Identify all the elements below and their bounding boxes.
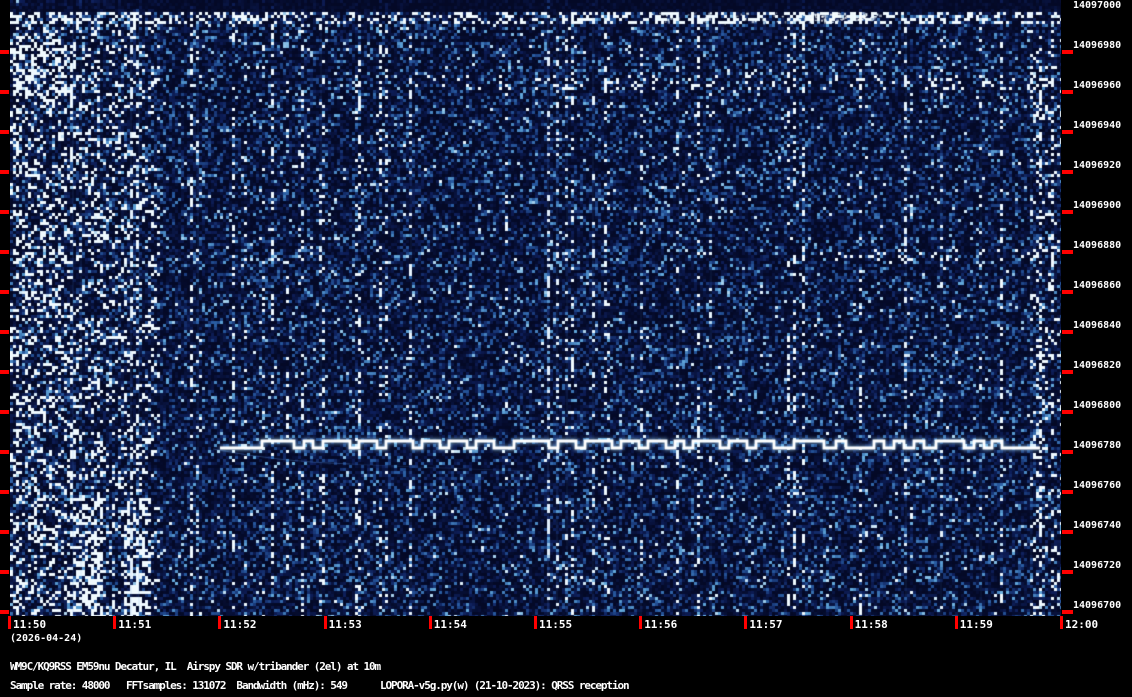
time-axis-label: 11:52 bbox=[223, 618, 257, 631]
station-info-line: WM9C/KQ9RSS EM59nu Decatur, IL Airspy SD… bbox=[10, 660, 381, 673]
time-axis-label: 11:59 bbox=[959, 618, 993, 631]
time-axis-label: 11:58 bbox=[854, 618, 888, 631]
time-tick bbox=[1060, 616, 1063, 629]
freq-tick-left bbox=[0, 370, 9, 374]
freq-axis-label: 14096860 bbox=[1073, 280, 1122, 291]
freq-axis-label: 14096760 bbox=[1073, 480, 1122, 491]
date-annotation: (2026-04-24) bbox=[10, 633, 83, 644]
freq-tick-right bbox=[1062, 330, 1073, 334]
time-axis-label: 11:51 bbox=[118, 618, 152, 631]
freq-axis-label: 14096700 bbox=[1073, 600, 1122, 611]
freq-axis-label: 14096820 bbox=[1073, 360, 1122, 371]
freq-axis-label: 14096840 bbox=[1073, 320, 1122, 331]
time-tick bbox=[534, 616, 537, 629]
time-tick bbox=[849, 616, 853, 629]
freq-tick-right bbox=[1062, 410, 1073, 414]
freq-tick-left bbox=[0, 210, 9, 214]
time-tick bbox=[8, 616, 11, 629]
freq-tick-left bbox=[0, 530, 9, 534]
freq-tick-right bbox=[1062, 370, 1073, 374]
freq-axis-label: 14096980 bbox=[1073, 40, 1122, 51]
freq-tick-right bbox=[1062, 450, 1073, 454]
freq-tick-left bbox=[0, 610, 9, 614]
freq-tick-right bbox=[1062, 570, 1073, 574]
freq-tick-right bbox=[1062, 50, 1073, 54]
freq-axis-label: 14096960 bbox=[1073, 80, 1122, 91]
time-tick bbox=[744, 616, 748, 629]
time-axis-label: 11:53 bbox=[328, 618, 362, 631]
time-axis-label: 11:56 bbox=[644, 618, 678, 631]
freq-axis-label: 14096880 bbox=[1073, 240, 1122, 251]
time-axis-label: 11:54 bbox=[433, 618, 467, 631]
receiver-settings-line: Sample rate: 48000 FFTsamples: 131072 Ba… bbox=[10, 679, 630, 692]
freq-tick-right bbox=[1062, 250, 1073, 254]
freq-tick-right bbox=[1062, 530, 1073, 534]
freq-axis-label: 14096900 bbox=[1073, 200, 1122, 211]
freq-tick-left bbox=[0, 490, 9, 494]
freq-tick-right bbox=[1062, 130, 1073, 134]
time-axis-label: 11:57 bbox=[749, 618, 783, 631]
freq-tick-left bbox=[0, 410, 9, 414]
time-tick bbox=[428, 616, 432, 629]
freq-tick-left bbox=[0, 450, 9, 454]
waterfall-spectrogram-canvas bbox=[10, 0, 1061, 616]
freq-tick-right bbox=[1062, 170, 1073, 174]
freq-axis-label: 14096780 bbox=[1073, 440, 1122, 451]
freq-tick-left bbox=[0, 290, 9, 294]
freq-tick-left bbox=[0, 170, 9, 174]
time-axis-label: 12:00 bbox=[1065, 618, 1099, 631]
time-tick bbox=[113, 616, 117, 629]
freq-axis-label: 14096920 bbox=[1073, 160, 1122, 171]
freq-axis-label: 14096740 bbox=[1073, 520, 1122, 531]
freq-tick-right bbox=[1062, 610, 1073, 614]
freq-axis-label: 14097000 bbox=[1073, 0, 1122, 11]
freq-tick-left bbox=[0, 570, 9, 574]
time-tick bbox=[639, 616, 643, 629]
freq-tick-right bbox=[1062, 90, 1073, 94]
time-axis-label: 11:50 bbox=[13, 618, 47, 631]
freq-tick-left bbox=[0, 90, 9, 94]
time-tick bbox=[954, 616, 958, 629]
freq-tick-right bbox=[1062, 490, 1073, 494]
freq-tick-right bbox=[1062, 290, 1073, 294]
time-tick bbox=[323, 616, 327, 629]
freq-tick-left bbox=[0, 330, 9, 334]
freq-axis-label: 14096800 bbox=[1073, 400, 1122, 411]
freq-tick-left bbox=[0, 130, 9, 134]
freq-tick-left bbox=[0, 250, 9, 254]
freq-tick-left bbox=[0, 50, 9, 54]
time-tick bbox=[218, 616, 222, 629]
freq-axis-label: 14096720 bbox=[1073, 560, 1122, 571]
freq-axis-label: 14096940 bbox=[1073, 120, 1122, 131]
freq-tick-right bbox=[1062, 210, 1073, 214]
time-axis-label: 11:55 bbox=[539, 618, 573, 631]
